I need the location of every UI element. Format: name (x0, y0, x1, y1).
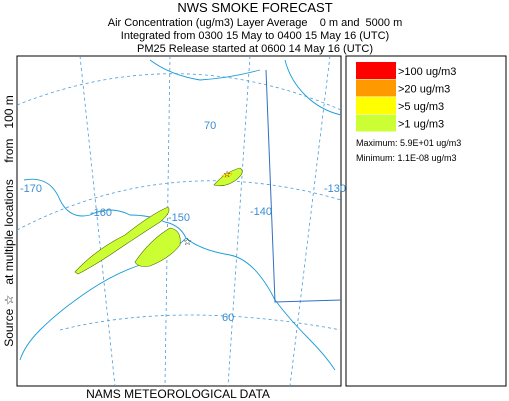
map-label: -140 (250, 206, 272, 218)
legend-label: >100 ug/m3 (398, 66, 456, 78)
map-label: -150 (168, 212, 190, 224)
title: NWS SMOKE FORECAST (177, 0, 332, 15)
map-label: -170 (20, 183, 42, 195)
subtitle: PM25 Release started at 0600 14 May 16 (… (137, 43, 373, 55)
legend-swatch (356, 114, 396, 132)
legend-swatch (356, 79, 396, 97)
map-frame (16, 55, 342, 387)
legend-swatch (356, 97, 396, 114)
footer: NAMS METEOROLOGICAL DATA (86, 387, 270, 401)
map-label: 70 (204, 120, 216, 132)
map-label: -130 (324, 183, 346, 195)
side-label: Source ☆ at multiple locations from 100 … (2, 95, 16, 347)
subtitle: Air Concentration (ug/m3) Layer Average … (108, 17, 403, 29)
subtitle: Integrated from 0300 15 May to 0400 15 M… (121, 30, 389, 42)
map-label: 60 (222, 312, 234, 324)
legend: >100 ug/m3 >20 ug/m3 >5 ug/m3 >1 ug/m3 (356, 62, 456, 132)
source-star: ☆ (183, 237, 192, 248)
legend-label: >5 ug/m3 (398, 101, 444, 113)
source-star: ☆ (223, 169, 231, 179)
legend-maximum: Maximum: 5.9E+01 ug/m3 (356, 138, 461, 148)
legend-frame (345, 55, 507, 387)
legend-label: >20 ug/m3 (398, 84, 450, 96)
legend-label: >1 ug/m3 (398, 119, 444, 131)
map-label: -160 (90, 207, 112, 219)
map-labels: 70 -170 -160 -150 -140 -130 60 (20, 120, 346, 324)
legend-minimum: Minimum: 1.1E-08 ug/m3 (356, 153, 457, 163)
legend-swatch (356, 62, 396, 79)
map: ☆ ☆ (16, 55, 342, 387)
